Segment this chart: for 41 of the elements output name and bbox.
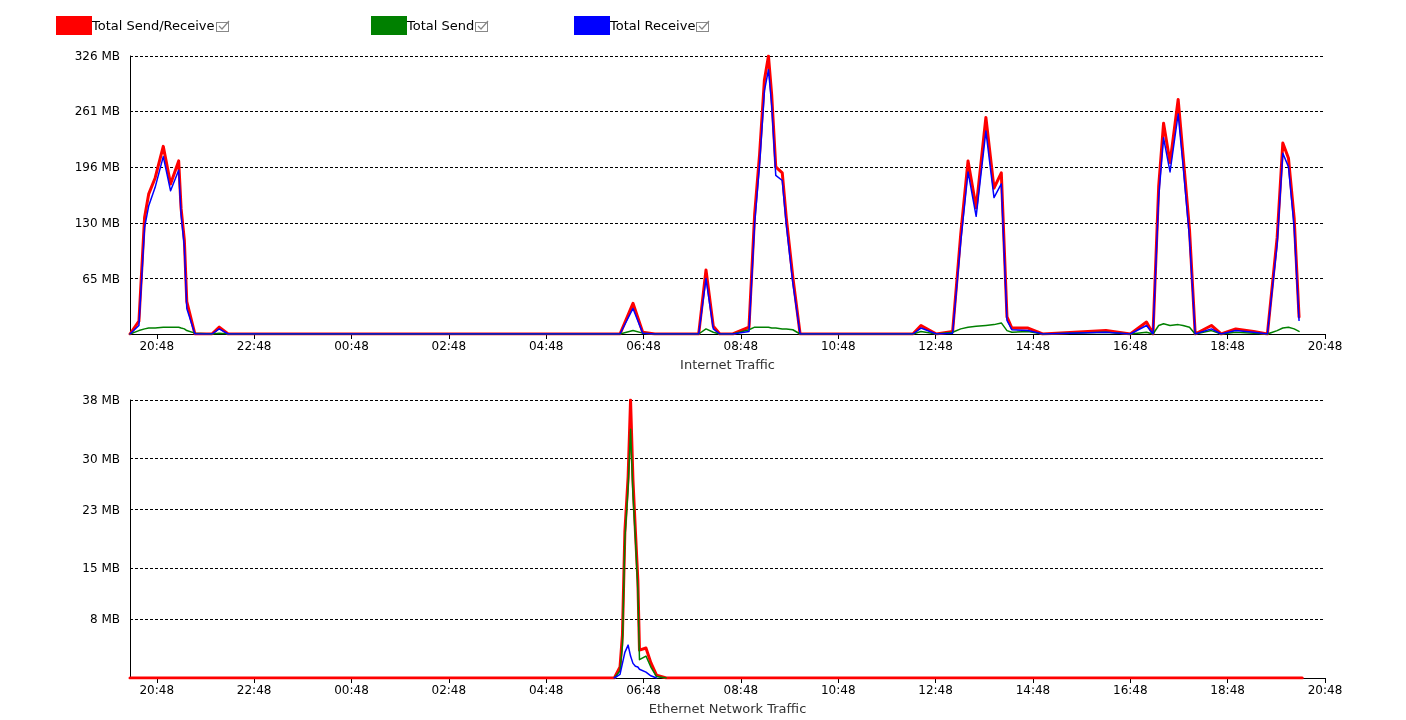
x-tick-label: 20:48 [1307,683,1343,697]
x-tick-label: 02:48 [431,683,467,697]
legend-label: Total Receive [610,18,696,33]
y-tick-label: 23 MB [82,502,120,517]
y-tick-label: 15 MB [82,561,120,576]
x-tick-label: 00:48 [334,339,369,353]
x-tick-label: 14:48 [1015,339,1051,353]
x-tick-label: 22:48 [236,339,272,353]
x-tick-label: 20:48 [139,683,175,697]
x-tick-label: 06:48 [626,683,661,697]
x-tick-label: 18:48 [1210,683,1245,697]
x-tick-label: 22:48 [236,683,272,697]
x-tick-label: 16:48 [1113,339,1148,353]
y-tick-label: 130 MB [74,216,120,231]
legend-label: Total Send/Receive [92,18,215,33]
y-tick-label: 261 MB [74,104,120,119]
x-tick-label: 12:48 [918,683,953,697]
x-tick-label: 20:48 [1307,339,1343,353]
x-tick-label: 04:48 [528,339,564,353]
y-tick-label: 326 MB [74,49,120,63]
y-tick-label: 30 MB [82,451,120,466]
x-tick-label: 08:48 [723,339,759,353]
x-tick-label: 18:48 [1210,339,1245,353]
x-axis-title: Ethernet Network Traffic [648,701,807,716]
x-tick-label: 20:48 [139,339,175,353]
x-tick-label: 00:48 [334,683,369,697]
y-tick-label: 65 MB [82,271,120,286]
x-tick-label: 12:48 [918,339,953,353]
x-tick-label: 08:48 [723,683,759,697]
x-tick-label: 10:48 [820,339,856,353]
x-tick-label: 10:48 [820,683,856,697]
y-tick-label: 196 MB [74,159,120,174]
x-tick-label: 04:48 [528,683,564,697]
x-tick-label: 16:48 [1113,683,1148,697]
y-tick-label: 38 MB [82,393,120,407]
x-tick-label: 14:48 [1015,683,1051,697]
x-tick-label: 02:48 [431,339,467,353]
legend-label: Total Send [407,18,475,33]
x-axis-title: Internet Traffic [680,357,775,372]
y-tick-label: 8 MB [89,612,120,627]
x-tick-label: 06:48 [626,339,661,353]
